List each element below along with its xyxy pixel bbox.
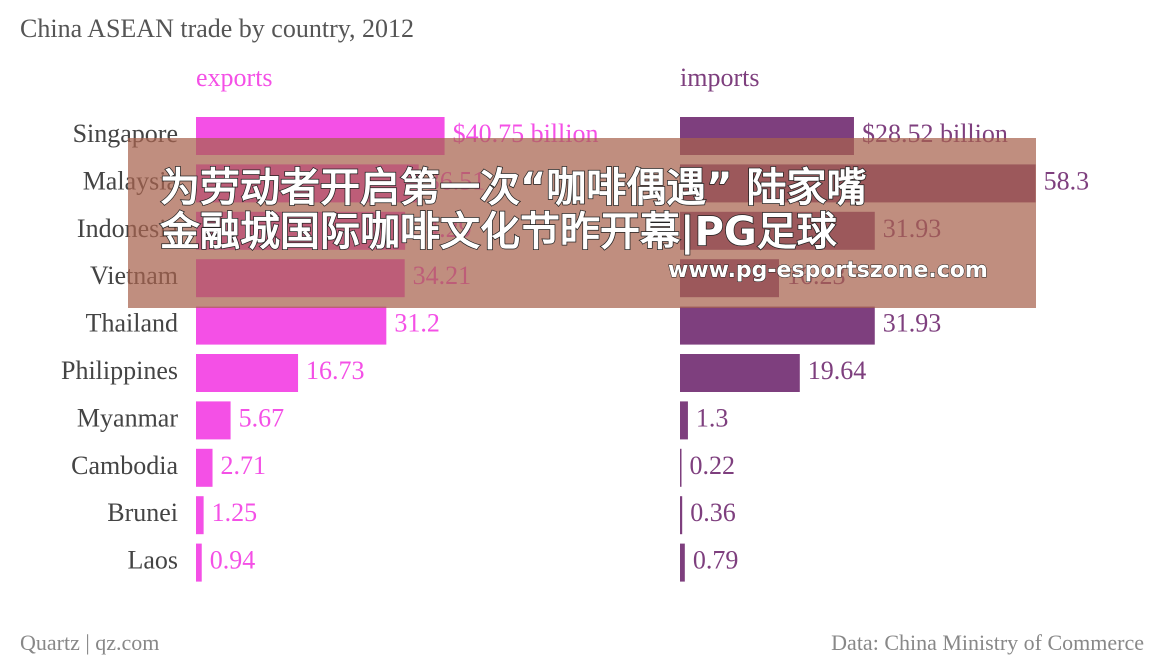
data-label: 1.25	[212, 498, 258, 527]
category-label: Cambodia	[71, 451, 178, 480]
footer-left: Quartz | qz.com	[20, 630, 159, 655]
data-label: 0.36	[690, 498, 736, 527]
data-label: 0.79	[693, 546, 739, 575]
category-label: Philippines	[61, 356, 178, 385]
bar	[680, 543, 685, 582]
data-label: 31.2	[394, 309, 440, 338]
bar	[196, 496, 204, 535]
overlay-url: www.pg-esportszone.com	[668, 258, 988, 283]
bar	[680, 306, 875, 345]
data-label: 0.22	[690, 451, 736, 480]
bar	[196, 401, 231, 440]
overlay-banner	[128, 138, 1036, 308]
data-label: 2.71	[221, 451, 267, 480]
data-label: 0.94	[210, 546, 256, 575]
bar	[196, 306, 387, 345]
bar	[196, 448, 213, 487]
data-label: 16.73	[306, 356, 365, 385]
bar	[196, 543, 202, 582]
bar	[680, 401, 688, 440]
category-label: Myanmar	[77, 403, 178, 432]
bar	[680, 354, 800, 392]
data-label: 5.67	[239, 403, 285, 432]
data-label: 19.64	[808, 356, 867, 385]
overlay-line: 金融城国际咖啡文化节昨开幕|PG足球	[159, 209, 838, 256]
legend-entry: exports	[196, 63, 273, 92]
data-label: 1.3	[696, 403, 729, 432]
category-label: Brunei	[107, 498, 178, 527]
data-label: 58.3	[1044, 166, 1090, 195]
footer-right: Data: China Ministry of Commerce	[831, 630, 1144, 655]
category-label: Laos	[127, 546, 178, 575]
bar	[680, 448, 682, 487]
data-label: 31.93	[883, 309, 942, 338]
bar	[680, 496, 683, 535]
overlay-line: 为劳动者开启第一次“咖啡偶遇” 陆家嘴	[160, 165, 867, 211]
legend-entry: imports	[680, 63, 759, 92]
chart-title: China ASEAN trade by country, 2012	[20, 14, 414, 43]
bar	[196, 354, 299, 392]
category-label: Thailand	[86, 309, 178, 338]
